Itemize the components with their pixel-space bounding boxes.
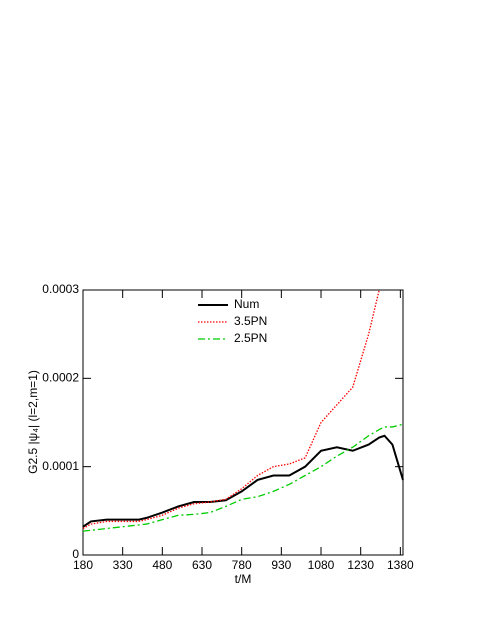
y-tick-label: 0	[72, 547, 79, 561]
legend-label: 2.5PN	[234, 331, 267, 345]
x-tick-label: 930	[271, 558, 291, 572]
y-tick-label: 0.0001	[42, 459, 79, 473]
y-tick-label: 0.0002	[42, 371, 79, 385]
x-axis-label: t/M	[235, 572, 252, 586]
series-line	[82, 423, 404, 532]
y-tick-label: 0.0003	[42, 282, 79, 296]
x-tick-label: 780	[232, 558, 252, 572]
x-tick-label: 180	[73, 558, 93, 572]
legend-label: Num	[234, 297, 259, 311]
plot-frame	[82, 289, 404, 556]
x-tick-label: 1380	[387, 558, 414, 572]
series-line	[82, 289, 380, 530]
series-line	[82, 434, 404, 528]
legend-label: 3.5PN	[234, 314, 267, 328]
x-tick-label: 630	[192, 558, 212, 572]
x-tick-label: 480	[152, 558, 172, 572]
x-tick-label: 1230	[347, 558, 374, 572]
x-tick-label: 1080	[308, 558, 335, 572]
x-tick-label: 330	[113, 558, 133, 572]
y-axis-label: G2.5 |ψ₄| (l=2,m=1)	[26, 370, 40, 474]
